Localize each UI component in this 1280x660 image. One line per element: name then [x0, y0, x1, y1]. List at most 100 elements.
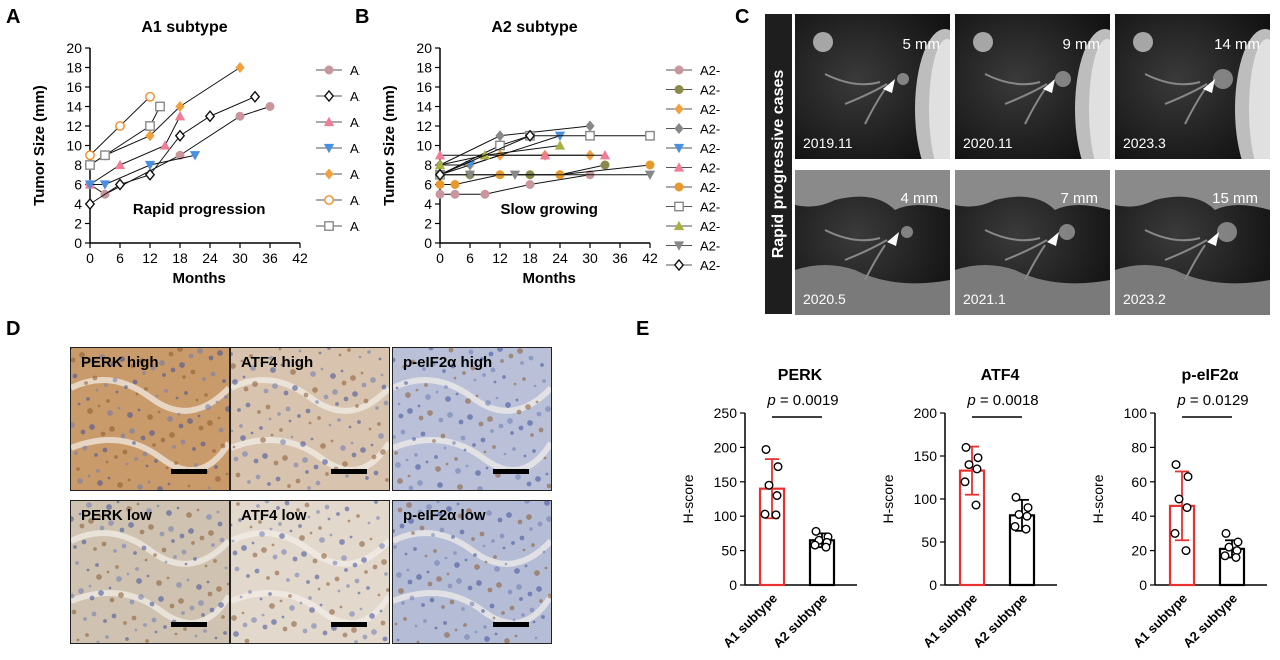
x-tick-label: 0: [436, 250, 444, 266]
x-tick-label: 18: [172, 250, 188, 266]
x-tick-label: 0: [86, 250, 94, 266]
ihc-image: PERK high: [70, 347, 230, 491]
y-tick-label: 80: [1131, 439, 1147, 455]
data-point: [85, 160, 95, 170]
legend-marker: [674, 122, 684, 135]
data-point: [971, 500, 981, 510]
panel-letter-e: E: [636, 318, 650, 340]
scale-bar: [493, 622, 529, 627]
legend-entry: A2-8: [700, 200, 720, 215]
y-tick-label: 14: [416, 99, 432, 115]
y-tick-label: 100: [714, 508, 738, 524]
legend-entry: A2-9: [700, 219, 720, 234]
scale-bar: [493, 469, 529, 474]
legend-entry: A1-1: [350, 63, 360, 78]
data-point: [99, 180, 111, 190]
ihc-tissue-graphic: [231, 501, 389, 643]
y-tick-label: 14: [66, 99, 82, 115]
data-point: [1170, 528, 1180, 538]
legend-marker: [324, 65, 334, 75]
y-axis-label: H-score: [880, 474, 896, 523]
x-tick-label: 42: [292, 250, 308, 266]
data-point: [1220, 551, 1230, 561]
y-tick-label: 50: [721, 543, 737, 559]
data-point: [525, 180, 535, 190]
x-tick-label: 36: [612, 250, 628, 266]
scale-bar: [331, 469, 367, 474]
y-tick-label: 20: [1131, 543, 1147, 559]
ct-image: 4 mm 2020.5: [795, 170, 950, 315]
x-axis-label: Months: [173, 270, 226, 287]
ct-lesion-size: 9 mm: [1062, 36, 1101, 53]
ct-scan-date: 2023.3: [1123, 135, 1166, 151]
x-tick-label: 36: [262, 250, 278, 266]
ct-scan-date: 2020.11: [963, 135, 1013, 151]
data-point: [265, 102, 275, 112]
series-A1-3: [84, 111, 186, 189]
legend-entry: A2-1: [700, 63, 720, 78]
ct-scan-graphic: [955, 170, 1110, 315]
y-tick-label: 20: [416, 40, 432, 56]
ihc-tissue-graphic: [231, 348, 389, 490]
ct-scan-graphic: [1115, 170, 1270, 315]
data-point: [145, 91, 155, 102]
data-point: [539, 150, 551, 160]
ct-lesion-size: 5 mm: [902, 36, 941, 53]
data-point: [155, 101, 165, 112]
scale-bar: [171, 622, 207, 627]
chart-annotation: Slow growing: [500, 201, 597, 218]
legend-marker: [673, 220, 685, 231]
legend-entry: A2-3: [700, 102, 720, 117]
x-tick-label: 30: [582, 250, 598, 266]
ct-image: 15 mm 2023.2: [1115, 170, 1270, 315]
legend-marker: [673, 241, 685, 251]
y-tick-label: 6: [424, 177, 432, 193]
data-point: [84, 197, 96, 211]
ct-scan-graphic: [795, 14, 950, 159]
series-A2-4: [435, 120, 595, 171]
y-axis-label: Tumor Size (mm): [31, 85, 48, 206]
series-line: [89, 96, 256, 205]
y-tick-label: 18: [416, 60, 432, 76]
data-point: [761, 444, 771, 454]
chart-annotation: Rapid progression: [133, 201, 266, 218]
x-tick-label: 12: [142, 250, 158, 266]
ihc-image: p-eIF2α high: [392, 347, 552, 491]
panel-letter-c: C: [735, 6, 750, 28]
ct-lesion-size: 4 mm: [900, 190, 939, 207]
data-point: [1174, 494, 1184, 504]
data-point: [810, 540, 820, 550]
legend-entry: A1-6: [350, 193, 360, 208]
y-tick-label: 2: [424, 216, 432, 232]
y-tick-label: 100: [1124, 405, 1148, 421]
x-tick-label: 30: [232, 250, 248, 266]
x-tick-label: 6: [466, 250, 474, 266]
legend-marker: [674, 103, 684, 115]
legend-marker: [674, 182, 684, 192]
ct-scan-date: 2020.5: [803, 291, 846, 307]
y-tick-label: 16: [66, 79, 82, 95]
ct-side-label-text: Rapid progressive cases: [769, 69, 787, 259]
y-tick-label: 150: [714, 474, 738, 490]
legend-marker: [674, 201, 684, 212]
y-tick-label: 0: [929, 577, 937, 593]
y-tick-label: 150: [914, 448, 938, 464]
ct-image: 7 mm 2021.1: [955, 170, 1110, 315]
category-label: A2 subtype: [770, 591, 830, 651]
ct-scan-graphic: [1115, 14, 1270, 159]
data-point: [159, 140, 171, 150]
data-point: [1224, 542, 1234, 552]
data-point: [772, 491, 782, 501]
p-value-label: p = 0.0019: [766, 392, 838, 409]
data-point: [175, 100, 185, 113]
data-point: [115, 121, 125, 131]
y-tick-label: 10: [66, 138, 82, 154]
legend-entry: A2-7: [700, 180, 720, 195]
y-tick-label: 0: [424, 235, 432, 251]
y-tick-label: 6: [74, 177, 82, 193]
data-point: [114, 159, 126, 170]
panel-letter-b: B: [355, 6, 370, 28]
ct-scan-date: 2019.11: [803, 135, 853, 151]
legend-entry: A1-3: [350, 115, 360, 130]
y-axis-label: H-score: [1090, 474, 1106, 523]
